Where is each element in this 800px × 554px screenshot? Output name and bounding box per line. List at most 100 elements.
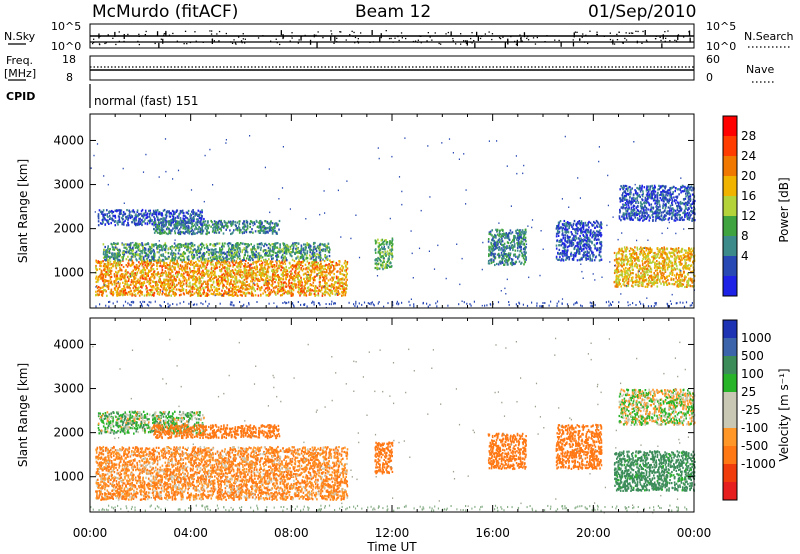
data-point (312, 256, 314, 259)
data-point (260, 228, 263, 231)
data-point (256, 260, 258, 263)
data-point (374, 242, 377, 245)
data-point (195, 291, 198, 294)
noise-point (521, 40, 523, 42)
data-point (205, 286, 208, 289)
data-point (282, 284, 285, 287)
data-point (194, 232, 196, 235)
data-point (220, 275, 223, 278)
data-point (204, 286, 207, 289)
data-point (323, 265, 325, 268)
data-point (271, 222, 274, 225)
data-point (338, 285, 340, 288)
data-point (264, 287, 267, 290)
data-point (179, 223, 181, 226)
data-point (303, 259, 306, 262)
data-point (167, 251, 170, 255)
data-point (257, 258, 259, 261)
data-point (146, 274, 148, 277)
data-point (212, 278, 214, 281)
noise-point (164, 32, 167, 35)
data-point (167, 275, 169, 278)
data-point (245, 288, 248, 291)
data-point (119, 292, 121, 295)
data-point (282, 262, 284, 265)
data-point (262, 269, 265, 272)
noise-point (345, 39, 347, 41)
data-point (165, 232, 168, 235)
noise-point (587, 42, 589, 45)
data-point (179, 232, 182, 236)
data-point (309, 246, 311, 249)
data-point (259, 272, 262, 275)
data-point (179, 217, 182, 220)
data-point (378, 267, 381, 270)
noise-point (460, 43, 462, 45)
data-point (157, 290, 159, 294)
data-point (326, 291, 329, 294)
noise-point (336, 37, 338, 39)
data-point (111, 253, 113, 256)
data-point (163, 285, 166, 288)
data-point (309, 292, 311, 295)
data-point (187, 226, 190, 229)
data-point (142, 247, 144, 250)
data-point (163, 282, 166, 286)
data-point (337, 276, 340, 279)
data-point (388, 243, 391, 246)
data-point (239, 250, 241, 253)
data-point (142, 263, 144, 266)
data-point (300, 261, 302, 264)
data-point (167, 280, 169, 283)
data-point (261, 261, 264, 264)
nave-tick-bottom: 0 (706, 71, 713, 84)
data-point (203, 217, 205, 221)
data-point (280, 273, 283, 276)
noise-point (477, 36, 479, 41)
data-point (122, 281, 124, 284)
data-point (271, 258, 273, 261)
data-point (300, 246, 303, 249)
data-point (122, 257, 124, 260)
data-point (112, 294, 114, 297)
data-point (227, 264, 229, 267)
data-point (284, 271, 287, 274)
data-point (330, 264, 332, 267)
data-point (206, 270, 209, 273)
data-point (252, 261, 254, 264)
data-point (107, 263, 109, 266)
data-point (299, 290, 302, 293)
data-point (298, 263, 300, 266)
data-point (331, 261, 334, 264)
data-point (247, 265, 250, 268)
data-point (164, 283, 167, 286)
data-point (319, 283, 321, 287)
data-point (103, 288, 105, 292)
noise-point (138, 43, 140, 46)
data-point (191, 242, 194, 245)
data-point (198, 269, 201, 272)
data-point (102, 290, 104, 293)
noise-point (491, 33, 494, 35)
data-point (182, 227, 184, 230)
data-point (161, 212, 163, 215)
noise-point (426, 40, 428, 42)
data-point (177, 246, 179, 249)
data-point (316, 253, 318, 256)
data-point (197, 248, 200, 251)
data-point (239, 242, 242, 245)
noise-point (516, 41, 518, 47)
data-point (119, 269, 122, 272)
data-point (148, 283, 151, 286)
data-point (256, 278, 259, 282)
data-point (171, 249, 173, 252)
data-point (182, 217, 184, 220)
data-point (201, 224, 203, 227)
data-point (201, 245, 203, 249)
noise-point (471, 32, 473, 34)
data-point (267, 246, 270, 249)
data-point (264, 280, 267, 283)
data-point (381, 242, 384, 245)
data-point (221, 225, 223, 228)
data-point (306, 286, 309, 290)
